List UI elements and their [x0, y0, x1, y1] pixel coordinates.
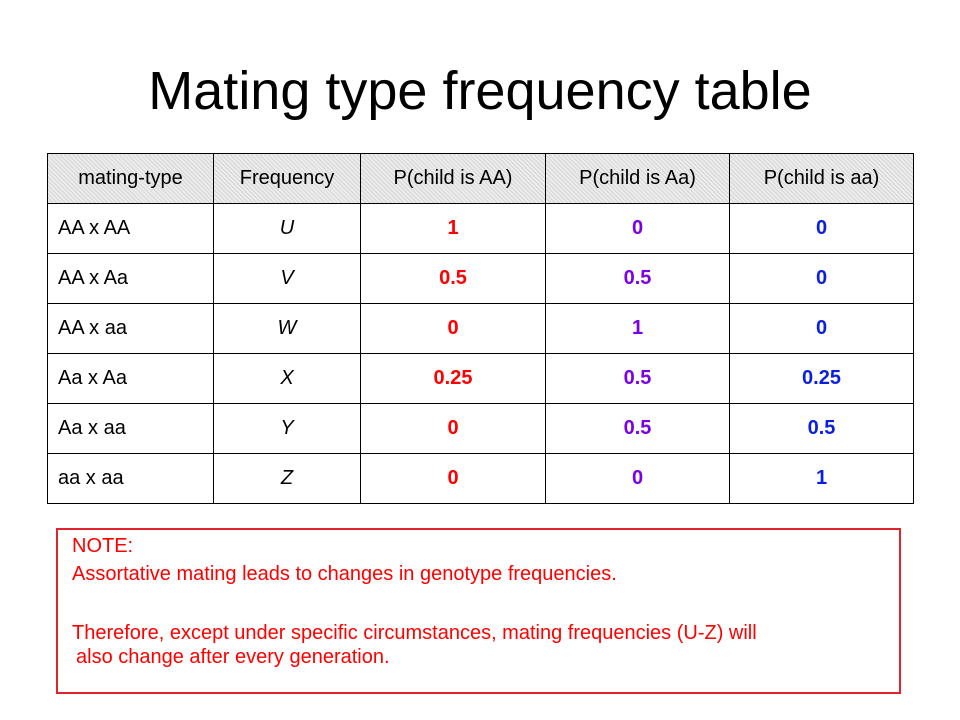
cell-p-Aa: 1 [545, 303, 730, 354]
cell-p-aa: 1 [729, 453, 914, 504]
cell-p-aa: 0.5 [729, 403, 914, 454]
cell-frequency: V [213, 253, 361, 304]
table-row: aa x aa Z 0 0 1 [47, 453, 914, 504]
cell-mating-type: aa x aa [47, 453, 214, 504]
note-heading: NOTE: [72, 535, 134, 557]
note-text-therefore-line1: Therefore, except under specific circums… [72, 622, 757, 644]
header-frequency: Frequency [213, 153, 361, 204]
cell-p-AA: 1 [360, 203, 546, 254]
cell-p-Aa: 0.5 [545, 353, 730, 404]
cell-frequency: U [213, 203, 361, 254]
cell-frequency: X [213, 353, 361, 404]
cell-frequency: Y [213, 403, 361, 454]
cell-p-Aa: 0 [545, 453, 730, 504]
header-mating-type: mating-type [47, 153, 214, 204]
note-box: NOTE: Assortative mating leads to change… [56, 528, 901, 694]
cell-frequency: W [213, 303, 361, 354]
cell-p-aa: 0 [729, 203, 914, 254]
cell-p-Aa: 0.5 [545, 403, 730, 454]
cell-p-AA: 0 [360, 303, 546, 354]
header-p-child-Aa: P(child is Aa) [545, 153, 730, 204]
cell-p-Aa: 0.5 [545, 253, 730, 304]
cell-p-Aa: 0 [545, 203, 730, 254]
cell-p-aa: 0.25 [729, 353, 914, 404]
cell-p-AA: 0.5 [360, 253, 546, 304]
cell-p-aa: 0 [729, 303, 914, 354]
note-text-assortative: Assortative mating leads to changes in g… [72, 563, 617, 585]
cell-mating-type: AA x AA [47, 203, 214, 254]
mating-frequency-table: mating-type Frequency P(child is AA) P(c… [47, 153, 914, 504]
cell-mating-type: AA x aa [47, 303, 214, 354]
table-row: AA x aa W 0 1 0 [47, 303, 914, 354]
table-header-row: mating-type Frequency P(child is AA) P(c… [47, 153, 914, 204]
table-row: Aa x Aa X 0.25 0.5 0.25 [47, 353, 914, 404]
table-row: AA x Aa V 0.5 0.5 0 [47, 253, 914, 304]
cell-p-AA: 0 [360, 453, 546, 504]
cell-mating-type: Aa x Aa [47, 353, 214, 404]
slide-title: Mating type frequency table [148, 61, 812, 121]
cell-mating-type: Aa x aa [47, 403, 214, 454]
cell-mating-type: AA x Aa [47, 253, 214, 304]
cell-frequency: Z [213, 453, 361, 504]
table-row: AA x AA U 1 0 0 [47, 203, 914, 254]
table-row: Aa x aa Y 0 0.5 0.5 [47, 403, 914, 454]
note-text-therefore-line2: also change after every generation. [76, 646, 390, 668]
cell-p-AA: 0 [360, 403, 546, 454]
header-p-child-aa: P(child is aa) [729, 153, 914, 204]
cell-p-aa: 0 [729, 253, 914, 304]
header-p-child-AA: P(child is AA) [360, 153, 546, 204]
note-text-therefore: Therefore, except under specific circums… [72, 621, 902, 669]
cell-p-AA: 0.25 [360, 353, 546, 404]
